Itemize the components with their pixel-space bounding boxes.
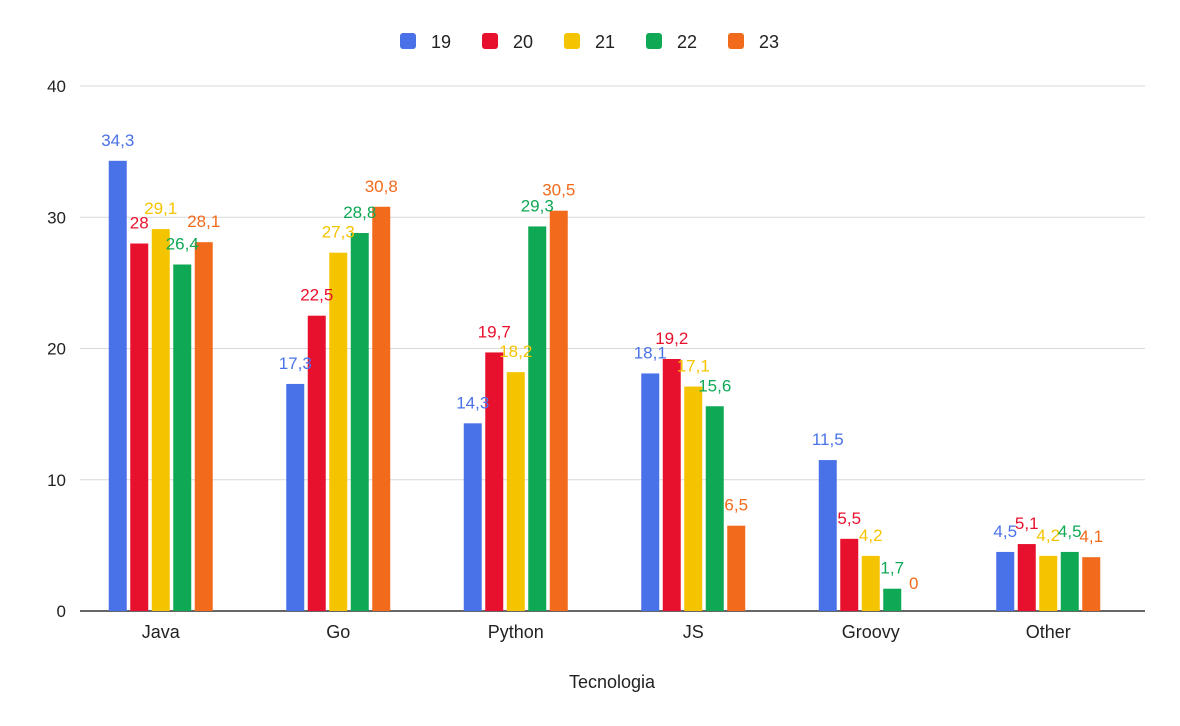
data-label: 5,1 — [1015, 514, 1039, 533]
plot-area — [108, 160, 1101, 611]
data-label: 4,5 — [993, 522, 1017, 541]
legend-label: 22 — [677, 32, 697, 52]
data-label: 4,2 — [1036, 526, 1060, 545]
data-label: 17,1 — [677, 357, 710, 376]
y-tick-label: 10 — [47, 471, 66, 490]
data-label: 5,5 — [837, 509, 861, 528]
bar-go-22 — [350, 233, 369, 611]
data-label: 28,8 — [343, 203, 376, 222]
bar-java-23 — [194, 242, 213, 611]
bar-java-20 — [130, 243, 149, 611]
bar-python-23 — [549, 210, 568, 611]
bar-groovy-21 — [861, 555, 880, 611]
data-label: 30,5 — [542, 181, 575, 200]
bar-groovy-20 — [840, 538, 859, 611]
bar-go-20 — [307, 315, 326, 611]
bar-python-22 — [528, 226, 547, 611]
y-tick-label: 40 — [47, 77, 66, 96]
data-label: 29,3 — [521, 196, 554, 215]
legend-label: 20 — [513, 32, 533, 52]
data-label: 19,2 — [655, 329, 688, 348]
y-tick-label: 20 — [47, 340, 66, 359]
bar-other-23 — [1082, 557, 1101, 611]
legend-swatch-21 — [564, 33, 580, 49]
x-axis-title: Tecnologia — [569, 672, 656, 692]
x-tick-label: Go — [326, 622, 350, 642]
bar-other-21 — [1039, 555, 1058, 611]
data-label: 22,5 — [300, 286, 333, 305]
bar-js-20 — [662, 359, 681, 611]
bar-python-20 — [485, 352, 504, 611]
data-label: 0 — [909, 574, 918, 593]
bar-other-22 — [1060, 551, 1079, 611]
data-label: 19,7 — [478, 322, 511, 341]
bar-go-19 — [286, 383, 305, 611]
data-label: 27,3 — [322, 223, 355, 242]
legend-swatch-22 — [646, 33, 662, 49]
data-label: 4,5 — [1058, 522, 1082, 541]
legend-swatch-20 — [482, 33, 498, 49]
data-label: 28,1 — [187, 212, 220, 231]
bar-js-19 — [641, 373, 660, 611]
data-label: 29,1 — [144, 199, 177, 218]
bar-go-21 — [329, 252, 348, 611]
legend-swatch-19 — [400, 33, 416, 49]
legend-label: 21 — [595, 32, 615, 52]
data-label: 28 — [130, 214, 149, 233]
bar-groovy-22 — [883, 588, 902, 611]
data-label: 6,5 — [724, 496, 748, 515]
data-label: 18,2 — [499, 342, 532, 361]
bar-other-19 — [996, 551, 1015, 611]
data-label: 14,3 — [456, 393, 489, 412]
bar-js-22 — [705, 406, 724, 611]
bar-java-22 — [173, 264, 192, 611]
legend-label: 19 — [431, 32, 451, 52]
legend-label: 23 — [759, 32, 779, 52]
x-tick-label: Python — [488, 622, 544, 642]
bar-java-19 — [108, 160, 127, 611]
data-label: 11,5 — [812, 430, 844, 449]
x-tick-label: JS — [683, 622, 704, 642]
x-tick-label: Other — [1026, 622, 1071, 642]
data-label: 4,2 — [859, 526, 883, 545]
data-label: 4,1 — [1079, 527, 1103, 546]
bar-other-20 — [1017, 544, 1036, 611]
bar-go-23 — [372, 206, 391, 611]
x-tick-label: Groovy — [842, 622, 900, 642]
gridlines — [80, 85, 1145, 612]
y-tick-label: 0 — [57, 602, 66, 621]
data-label: 30,8 — [365, 177, 398, 196]
data-label: 26,4 — [166, 235, 199, 254]
bar-groovy-19 — [818, 460, 837, 611]
data-label: 1,7 — [880, 559, 904, 578]
x-tick-label: Java — [142, 622, 181, 642]
y-tick-label: 30 — [47, 208, 66, 227]
bar-js-21 — [684, 386, 703, 611]
data-label: 15,6 — [698, 376, 731, 395]
x-axis: Java Go Python JS Groovy Other — [142, 622, 1071, 642]
bar-python-19 — [463, 423, 482, 611]
data-label: 18,1 — [634, 343, 667, 362]
bar-python-21 — [506, 372, 525, 611]
bar-js-23 — [727, 525, 746, 611]
bar-java-21 — [151, 229, 170, 611]
legend: 19 20 21 22 23 — [400, 32, 779, 52]
data-label: 17,3 — [279, 354, 312, 373]
data-label: 34,3 — [101, 131, 134, 150]
y-axis: 0 10 20 30 40 — [47, 77, 66, 621]
legend-swatch-23 — [728, 33, 744, 49]
